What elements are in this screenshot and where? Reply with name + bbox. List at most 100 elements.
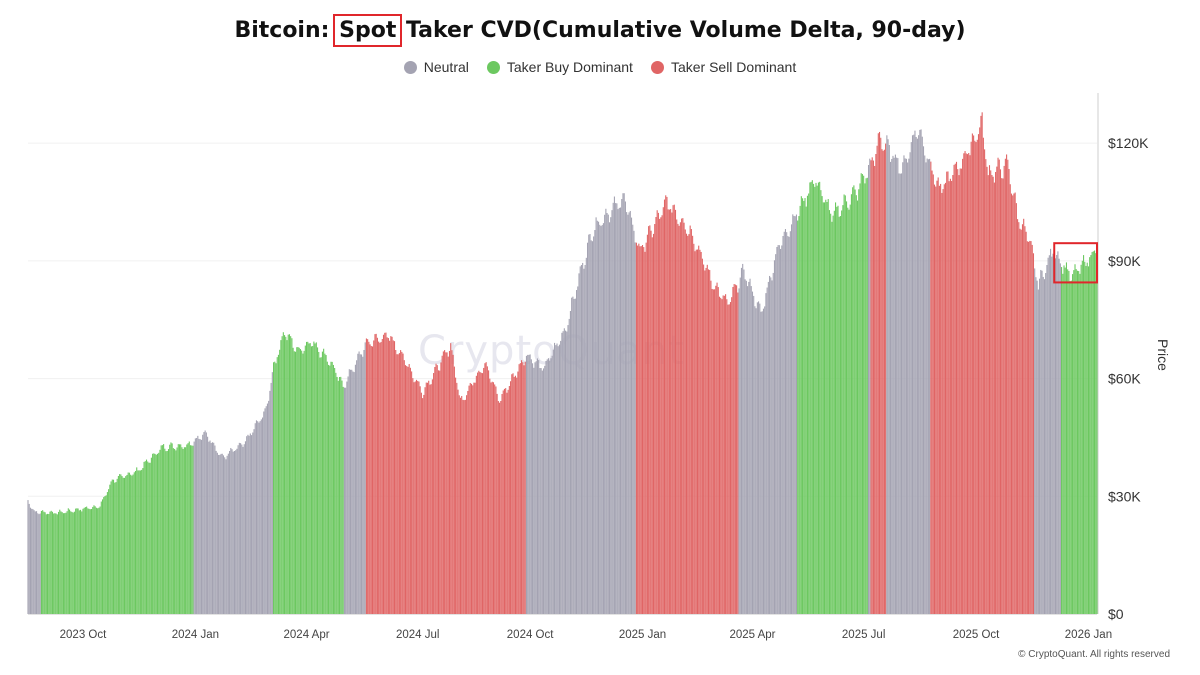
price-bar (390, 336, 392, 614)
price-bar (935, 186, 937, 614)
legend-dot-sell (650, 60, 664, 74)
price-bar (555, 345, 557, 614)
price-bar (415, 379, 418, 614)
price-bar (1072, 274, 1074, 614)
price-bar (176, 447, 178, 614)
price-bar (321, 351, 323, 614)
price-bar (375, 333, 377, 614)
price-bar (644, 251, 646, 614)
price-bar (469, 382, 471, 614)
price-bar (196, 437, 198, 614)
price-bar (1037, 289, 1039, 614)
price-bar (373, 340, 375, 614)
price-bar (133, 472, 135, 614)
price-bar (393, 341, 396, 614)
price-bar (558, 344, 560, 614)
legend-item-neutral[interactable]: Neutral (403, 59, 469, 75)
price-bar (907, 162, 909, 614)
legend-item-buy[interactable]: Taker Buy Dominant (486, 59, 633, 75)
price-bar (1031, 244, 1033, 614)
price-bar (316, 347, 319, 614)
price-bar (263, 411, 265, 614)
price-bar (662, 207, 664, 615)
price-bar (530, 359, 532, 614)
price-bar (506, 392, 508, 614)
legend-item-sell[interactable]: Taker Sell Dominant (650, 59, 796, 75)
price-bar (29, 507, 31, 614)
price-bar (325, 355, 327, 614)
price-bar (481, 373, 484, 614)
price-bar (193, 441, 195, 614)
price-bar (425, 382, 427, 614)
price-bar (975, 142, 977, 614)
title-suffix: Taker CVD(Cumulative Volume Delta, 90-da… (398, 18, 966, 43)
price-bar (732, 286, 734, 614)
price-bar (853, 185, 855, 615)
price-bar (595, 217, 597, 614)
price-bar (371, 346, 374, 614)
price-bar (924, 155, 926, 614)
price-bar (270, 382, 272, 614)
price-bar (944, 182, 947, 614)
price-bar (769, 275, 771, 614)
price-bar (1080, 264, 1082, 614)
price-bar (953, 164, 955, 614)
price-bar (958, 175, 960, 614)
price-bar (990, 170, 992, 614)
price-bar (430, 384, 432, 614)
price-bar (402, 353, 404, 614)
price-bar (27, 500, 29, 614)
price-bar (53, 513, 55, 614)
price-bar (736, 285, 738, 614)
price-bar (962, 158, 964, 615)
price-bar (946, 171, 948, 615)
price-bar (516, 377, 518, 614)
price-bar (166, 450, 168, 614)
price-bar (690, 229, 692, 614)
price-bar (1096, 251, 1098, 614)
price-bar (761, 311, 763, 614)
price-bar (88, 508, 90, 614)
price-bar (400, 350, 402, 614)
price-bar (568, 318, 570, 614)
price-bar (1085, 265, 1087, 614)
price-bar (301, 350, 303, 614)
price-bar (578, 273, 580, 614)
price-bar (244, 441, 247, 614)
price-bar (137, 470, 139, 614)
price-bar (337, 380, 339, 614)
price-bar (230, 447, 232, 614)
price-bar (220, 453, 222, 614)
price-bar (621, 199, 623, 614)
x-tick-label: 2024 Oct (507, 629, 554, 641)
highlight-annotation (1053, 242, 1098, 284)
price-bar (508, 386, 510, 614)
x-tick-label: 2025 Jan (619, 629, 666, 641)
price-bar (1001, 178, 1003, 614)
price-bar (579, 266, 581, 614)
price-bar (803, 200, 805, 614)
price-bar (205, 432, 207, 614)
highlight-box (1053, 242, 1098, 284)
price-bar (106, 492, 108, 614)
price-bar (422, 398, 424, 614)
price-bar (869, 158, 871, 614)
price-bar (645, 242, 647, 614)
price-bar (799, 205, 801, 614)
price-bar (748, 281, 750, 614)
price-bar (848, 209, 850, 614)
price-bar (329, 365, 331, 614)
price-bar (185, 447, 187, 614)
price-bar (240, 443, 242, 614)
price-bar (914, 130, 916, 614)
price-bar (533, 367, 535, 614)
price-bar (993, 182, 995, 614)
price-bar (89, 509, 91, 614)
price-bar (794, 216, 796, 614)
price-bar (34, 511, 36, 614)
price-bar (969, 155, 971, 614)
price-bar (528, 354, 530, 614)
price-bar (889, 161, 892, 615)
price-bar (726, 299, 728, 614)
price-bar (599, 224, 601, 614)
